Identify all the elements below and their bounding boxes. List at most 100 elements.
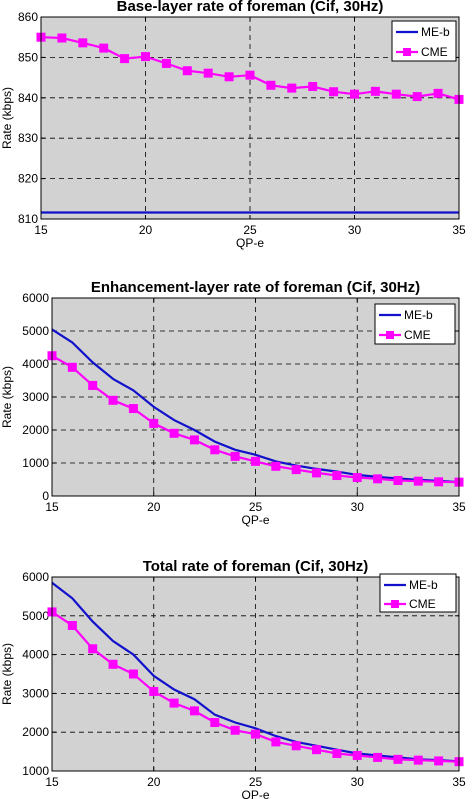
x-tick-label: 15 (45, 500, 59, 514)
y-tick-label: 840 (18, 91, 38, 105)
legend-label: ME-b (421, 25, 450, 39)
y-tick-label: 810 (18, 212, 38, 226)
x-tick-label: 25 (249, 775, 263, 789)
data-point (224, 72, 234, 82)
chart-title: Enhancement-layer rate of foreman (Cif, … (91, 279, 420, 296)
data-point (203, 68, 213, 78)
legend-marker (391, 600, 399, 608)
data-point (149, 418, 159, 428)
axes-frame (40, 16, 460, 220)
x-tick-label: 20 (139, 223, 153, 237)
x-tick-label: 20 (147, 775, 161, 789)
x-tick-label: 25 (249, 500, 263, 514)
x-tick-label: 35 (452, 223, 466, 237)
y-tick-label: 850 (18, 50, 38, 64)
y-tick-label: 6000 (22, 291, 49, 305)
data-point (189, 706, 199, 716)
x-axis-label: QP-e (236, 236, 264, 250)
data-point (169, 698, 179, 708)
data-point (413, 755, 423, 765)
data-point (412, 92, 422, 102)
legend-label: ME-b (404, 308, 433, 322)
x-tick-label: 35 (452, 775, 466, 789)
legend-label: CME (409, 597, 436, 611)
data-point (128, 669, 138, 679)
data-point (332, 749, 342, 759)
data-point (230, 725, 240, 735)
data-point (210, 445, 220, 455)
data-point (373, 474, 383, 484)
y-tick-label: 4000 (22, 648, 49, 662)
data-point (312, 745, 322, 755)
data-point (266, 80, 276, 90)
data-point (210, 718, 220, 727)
legend-marker (386, 331, 394, 339)
data-point (149, 686, 159, 696)
data-point (120, 54, 130, 64)
y-axis-label: Rate (kbps) (0, 643, 14, 705)
data-point (141, 52, 150, 62)
data-point (108, 395, 118, 405)
x-tick-label: 20 (147, 500, 161, 514)
data-point (245, 70, 255, 80)
x-tick-label: 35 (452, 500, 466, 514)
data-point (251, 456, 260, 466)
data-point (350, 89, 359, 99)
data-point (88, 380, 98, 390)
x-tick-label: 30 (351, 500, 365, 514)
y-tick-label: 3000 (22, 390, 49, 404)
series-line-me-b (51, 581, 460, 763)
chart-3: 15 20 25 30 35 1000 2000 3000 4000 5000 6000 ME-b CM… (0, 558, 466, 799)
y-tick-label: 1000 (22, 456, 49, 470)
data-point (393, 475, 403, 485)
data-point (329, 87, 339, 97)
data-point (169, 428, 179, 438)
y-tick-label: 4000 (22, 357, 49, 371)
x-tick-label: 30 (348, 223, 362, 237)
y-tick-label: 1000 (22, 764, 49, 778)
data-point (370, 86, 380, 96)
data-point (352, 473, 362, 483)
data-point (291, 465, 301, 475)
x-tick-label: 15 (34, 223, 48, 237)
y-axis-label: Rate (kbps) (0, 87, 14, 149)
chart-1: 15 20 25 30 35 810 820 830 840 850 860 ME-b CME Base-… (0, 0, 466, 250)
legend: ME-b CME (374, 303, 456, 345)
data-point (161, 58, 171, 68)
data-point (251, 729, 260, 739)
axes-frame (51, 297, 460, 497)
data-point (108, 659, 118, 669)
data-point (433, 88, 443, 98)
y-tick-label: 6000 (22, 570, 49, 584)
y-tick-label: 5000 (22, 324, 49, 338)
data-point (78, 38, 88, 48)
legend-label: CME (404, 328, 431, 342)
legend-label: ME-b (409, 578, 438, 592)
legend-label: CME (421, 45, 448, 59)
data-point (271, 461, 281, 471)
y-tick-label: 830 (18, 131, 38, 145)
data-point (352, 750, 362, 760)
y-tick-label: 2000 (22, 423, 49, 437)
data-point (271, 737, 281, 747)
data-point (291, 741, 301, 751)
data-point (99, 43, 109, 53)
chart-title: Total rate of foreman (Cif, 30Hz) (143, 558, 369, 575)
data-point (128, 404, 138, 414)
y-tick-label: 5000 (22, 609, 49, 623)
x-axis-label: QP-e (241, 513, 269, 527)
legend: ME-b CME (391, 20, 457, 62)
data-point (434, 756, 444, 766)
y-axis-label: Rate (kbps) (0, 366, 14, 428)
chart-2: 15 20 25 30 35 0 1000 2000 3000 4000 5000 6000 ME-b C… (0, 279, 466, 527)
data-point (287, 83, 297, 93)
y-tick-label: 2000 (22, 725, 49, 739)
data-point (57, 33, 67, 43)
data-point (391, 89, 401, 99)
chart-title: Base-layer rate of foreman (Cif, 30Hz) (117, 0, 384, 15)
y-tick-label: 860 (18, 10, 38, 24)
data-point (413, 476, 423, 486)
x-tick-label: 25 (243, 223, 257, 237)
legend: ME-b CME (379, 573, 457, 613)
